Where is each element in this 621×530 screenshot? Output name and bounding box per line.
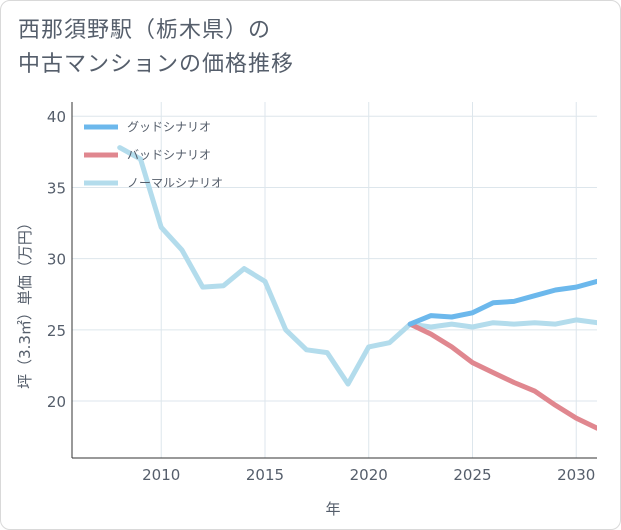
x-tick-label: 2010 xyxy=(142,466,180,484)
x-tick-label: 2020 xyxy=(350,466,388,484)
x-tick-label: 2025 xyxy=(453,466,491,484)
legend-label: グッドシナリオ xyxy=(127,120,211,134)
title-line-2: 中古マンションの価格推移 xyxy=(18,52,295,77)
x-axis-title: 年 xyxy=(325,500,340,518)
y-tick-label: 40 xyxy=(47,108,66,126)
axes xyxy=(71,102,597,459)
legend-label: ノーマルシナリオ xyxy=(127,176,223,190)
y-axis-title: 坪（3.3㎡）単価（万円） xyxy=(16,215,34,389)
series-line-2 xyxy=(117,145,597,387)
y-tick-label: 25 xyxy=(47,322,66,340)
series-line-1 xyxy=(407,321,597,431)
series-line-0 xyxy=(407,278,597,327)
chart-title: 西那須野駅（栃木県）の 中古マンションの価格推移 xyxy=(18,14,438,82)
legend-label: バッドシナリオ xyxy=(127,148,211,162)
y-tick-label: 35 xyxy=(47,179,66,197)
x-tick-label: 2015 xyxy=(246,466,284,484)
title-line-1: 西那須野駅（栃木県）の xyxy=(18,18,272,43)
y-tick-label: 20 xyxy=(47,393,66,411)
grid-lines xyxy=(72,102,597,458)
series-lines xyxy=(117,145,597,431)
y-tick-label: 30 xyxy=(47,251,66,269)
x-tick-label: 2030 xyxy=(557,466,595,484)
